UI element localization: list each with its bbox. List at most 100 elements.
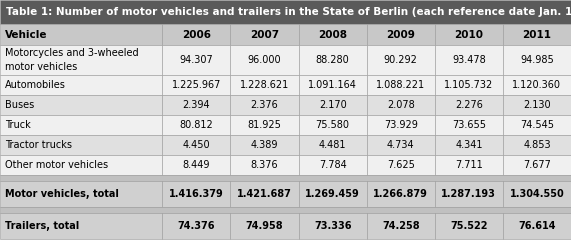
Text: Vehicle: Vehicle xyxy=(5,30,47,39)
Text: Other motor vehicles: Other motor vehicles xyxy=(5,160,108,170)
Bar xyxy=(503,181,571,207)
Text: 4.389: 4.389 xyxy=(251,140,278,150)
Bar xyxy=(162,181,231,207)
Text: 2010: 2010 xyxy=(455,30,483,39)
Bar xyxy=(231,213,299,239)
Bar xyxy=(503,45,571,75)
Text: Motorcycles and 3-wheeled
motor vehicles: Motorcycles and 3-wheeled motor vehicles xyxy=(5,48,139,72)
Bar xyxy=(0,0,571,24)
Bar xyxy=(0,213,162,239)
Bar xyxy=(0,175,571,181)
Bar xyxy=(367,95,435,115)
Text: 1.287.193: 1.287.193 xyxy=(441,189,496,199)
Text: 4.734: 4.734 xyxy=(387,140,415,150)
Text: 90.292: 90.292 xyxy=(384,55,417,65)
Bar xyxy=(503,75,571,95)
Bar xyxy=(0,24,162,45)
Text: 2009: 2009 xyxy=(387,30,415,39)
Text: 2.078: 2.078 xyxy=(387,100,415,110)
Bar xyxy=(299,45,367,75)
Bar xyxy=(162,24,231,45)
Bar xyxy=(0,45,162,75)
Bar xyxy=(367,115,435,135)
Text: 74.258: 74.258 xyxy=(382,221,420,231)
Bar xyxy=(299,181,367,207)
Text: 75.522: 75.522 xyxy=(450,221,488,231)
Bar xyxy=(0,181,162,207)
Text: 1.088.221: 1.088.221 xyxy=(376,80,425,90)
Bar xyxy=(0,95,162,115)
Bar xyxy=(435,115,503,135)
Bar xyxy=(503,24,571,45)
Bar xyxy=(435,155,503,175)
Bar xyxy=(367,135,435,155)
Text: 88.280: 88.280 xyxy=(316,55,349,65)
Text: 2008: 2008 xyxy=(318,30,347,39)
Bar xyxy=(231,135,299,155)
Text: 7.625: 7.625 xyxy=(387,160,415,170)
Bar xyxy=(503,115,571,135)
Text: 7.677: 7.677 xyxy=(523,160,551,170)
Text: 2006: 2006 xyxy=(182,30,211,39)
Text: 73.655: 73.655 xyxy=(452,120,486,130)
Text: Truck: Truck xyxy=(5,120,31,130)
Bar xyxy=(503,95,571,115)
Bar xyxy=(162,135,231,155)
Bar xyxy=(299,135,367,155)
Text: 2.170: 2.170 xyxy=(319,100,347,110)
Bar xyxy=(162,115,231,135)
Bar xyxy=(299,75,367,95)
Bar xyxy=(231,45,299,75)
Bar xyxy=(162,155,231,175)
Bar xyxy=(299,24,367,45)
Text: 8.376: 8.376 xyxy=(251,160,278,170)
Text: 73.929: 73.929 xyxy=(384,120,417,130)
Bar xyxy=(0,75,162,95)
Bar xyxy=(435,135,503,155)
Bar xyxy=(367,24,435,45)
Text: Table 1: Number of motor vehicles and trailers in the State of Berlin (each refe: Table 1: Number of motor vehicles and tr… xyxy=(6,7,571,17)
Bar xyxy=(435,75,503,95)
Text: 2007: 2007 xyxy=(250,30,279,39)
Text: 93.478: 93.478 xyxy=(452,55,486,65)
Text: 1.225.967: 1.225.967 xyxy=(172,80,221,90)
Bar xyxy=(231,24,299,45)
Text: 7.711: 7.711 xyxy=(455,160,482,170)
Bar xyxy=(162,45,231,75)
Text: 1.266.879: 1.266.879 xyxy=(373,189,428,199)
Text: Automobiles: Automobiles xyxy=(5,80,66,90)
Text: 76.614: 76.614 xyxy=(518,221,556,231)
Bar xyxy=(503,155,571,175)
Bar xyxy=(435,95,503,115)
Bar xyxy=(435,213,503,239)
Bar xyxy=(162,95,231,115)
Bar xyxy=(299,213,367,239)
Bar xyxy=(231,115,299,135)
Bar xyxy=(367,181,435,207)
Bar xyxy=(299,155,367,175)
Text: 2.394: 2.394 xyxy=(183,100,210,110)
Bar xyxy=(299,115,367,135)
Text: 80.812: 80.812 xyxy=(179,120,214,130)
Bar xyxy=(231,181,299,207)
Text: 1.105.732: 1.105.732 xyxy=(444,80,493,90)
Text: 1.269.459: 1.269.459 xyxy=(305,189,360,199)
Bar xyxy=(0,155,162,175)
Text: 1.304.550: 1.304.550 xyxy=(509,189,564,199)
Text: 81.925: 81.925 xyxy=(248,120,282,130)
Bar xyxy=(503,213,571,239)
Bar xyxy=(435,24,503,45)
Text: 74.376: 74.376 xyxy=(178,221,215,231)
Text: 1.120.360: 1.120.360 xyxy=(512,80,561,90)
Bar xyxy=(299,95,367,115)
Bar xyxy=(231,155,299,175)
Text: 74.545: 74.545 xyxy=(520,120,554,130)
Text: 94.985: 94.985 xyxy=(520,55,554,65)
Bar xyxy=(162,213,231,239)
Text: 96.000: 96.000 xyxy=(248,55,282,65)
Text: 8.449: 8.449 xyxy=(183,160,210,170)
Text: 2.276: 2.276 xyxy=(455,100,483,110)
Text: 1.091.164: 1.091.164 xyxy=(308,80,357,90)
Text: 4.481: 4.481 xyxy=(319,140,347,150)
Text: 1.416.379: 1.416.379 xyxy=(169,189,224,199)
